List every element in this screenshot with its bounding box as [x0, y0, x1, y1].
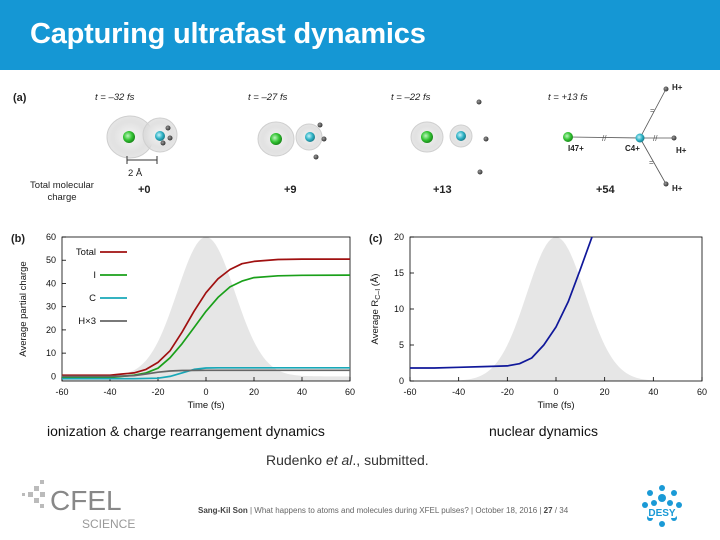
- footer-page: 27: [543, 506, 553, 515]
- x-tick-label: 40: [648, 387, 658, 397]
- x-tick-label: -20: [151, 387, 164, 397]
- hydrogen-ion-label-mid: H+: [676, 146, 687, 155]
- x-tick-label: 0: [203, 387, 208, 397]
- scale-bar-label: 2 Å: [128, 168, 143, 179]
- y-tick-label: 0: [399, 376, 404, 386]
- y-tick-label: 60: [46, 232, 56, 242]
- x-tick-label: 60: [697, 387, 707, 397]
- y-tick-label: 5: [399, 340, 404, 350]
- x-tick-label: 0: [553, 387, 558, 397]
- desy-logo: DESY: [642, 485, 682, 527]
- y-axis-label: Average RC–I (Å): [370, 274, 382, 345]
- frame-charge-2: +9: [284, 184, 297, 196]
- svg-text:=: =: [650, 106, 655, 115]
- x-tick-label: 60: [345, 387, 355, 397]
- molecule-snapshots: // // = =: [106, 86, 677, 187]
- x-axis-label: Time (fs): [537, 400, 574, 411]
- panel-b-caption: ionization & charge rearrangement dynami…: [47, 423, 325, 439]
- molecule-frame-4: // // = =: [563, 86, 677, 187]
- frame-time-4: t = +13 fs: [548, 92, 588, 103]
- svg-text://: //: [653, 134, 658, 143]
- series-line-h-3: [62, 369, 350, 378]
- total-charge-label: Total molecular charge: [24, 180, 100, 204]
- y-tick-label: 15: [394, 268, 404, 278]
- x-tick-label: 20: [249, 387, 259, 397]
- y-tick-label: 20: [46, 325, 56, 335]
- frame-time-2: t = –27 fs: [248, 92, 288, 103]
- x-tick-label: -60: [55, 387, 68, 397]
- frame-time-1: t = –32 fs: [95, 92, 135, 103]
- footer-total: / 34: [552, 506, 569, 515]
- citation: Rudenko et al., submitted.: [266, 452, 429, 468]
- y-tick-label: 10: [46, 348, 56, 358]
- footer: Sang-Kil Son | What happens to atoms and…: [198, 506, 568, 515]
- x-tick-label: -60: [403, 387, 416, 397]
- series-line-distance: [410, 237, 593, 369]
- y-tick-label: 40: [46, 278, 56, 288]
- legend-label: I: [93, 270, 96, 281]
- x-tick-label: -20: [501, 387, 514, 397]
- frame-charge-1: +0: [138, 184, 151, 196]
- series-line-total: [62, 258, 350, 377]
- molecule-frame-2: [257, 121, 327, 160]
- series-line-c: [62, 366, 350, 380]
- distance-chart: -60 -40 -20 0 20 40 60 0 5 10 15 20 Time (fs) Average…: [370, 232, 707, 411]
- x-axis-label: Time (fs): [187, 400, 224, 411]
- y-tick-label: 0: [51, 371, 56, 381]
- hydrogen-ion-label-top: H+: [672, 83, 683, 92]
- svg-text://: //: [602, 134, 607, 143]
- x-tick-label: -40: [103, 387, 116, 397]
- y-tick-label: 20: [394, 232, 404, 242]
- frame-time-3: t = –22 fs: [391, 92, 431, 103]
- desy-logo-text: DESY: [648, 508, 676, 519]
- y-tick-label: 30: [46, 302, 56, 312]
- citation-rest: ., submitted.: [352, 452, 429, 468]
- footer-talk: | What happens to atoms and molecules du…: [247, 506, 544, 515]
- pulse-profile: [62, 237, 350, 381]
- y-tick-label: 50: [46, 255, 56, 265]
- title-bar: Capturing ultrafast dynamics: [0, 0, 720, 70]
- y-tick-label: 10: [394, 304, 404, 314]
- frame-charge-4: +54: [596, 184, 615, 196]
- slide-title: Capturing ultrafast dynamics: [30, 18, 426, 50]
- molecule-frame-3: [410, 99, 489, 175]
- charge-chart: -60 -40 -20 0 20 40 60 0 10 20 30 40 50 60 Time (fs) Av…: [18, 232, 355, 411]
- panel-b-label: (b): [11, 233, 26, 245]
- panel-c-label: (c): [369, 233, 383, 245]
- cfel-logo-sub: SCIENCE: [82, 517, 135, 531]
- y-axis-label: Average partial charge: [18, 261, 29, 356]
- panel-c-caption: nuclear dynamics: [489, 423, 598, 439]
- citation-etal: et al: [325, 452, 353, 468]
- molecule-frame-1: [106, 115, 178, 164]
- total-charge-label-line-2: charge: [47, 192, 77, 203]
- frame-charge-3: +13: [433, 184, 452, 196]
- pulse-profile: [410, 237, 702, 381]
- footer-speaker: Sang-Kil Son: [198, 506, 248, 515]
- x-tick-label: 40: [297, 387, 307, 397]
- legend-label: C: [89, 293, 96, 304]
- cfel-logo: CFEL SCIENCE: [22, 480, 135, 531]
- legend-label: H×3: [78, 316, 96, 327]
- iodine-ion-label: I47+: [568, 144, 584, 153]
- total-charge-label-line-1: Total molecular: [30, 180, 94, 191]
- x-tick-label: 20: [600, 387, 610, 397]
- citation-author: Rudenko: [266, 452, 326, 468]
- cfel-logo-text: CFEL: [50, 485, 122, 516]
- panel-a-label: (a): [13, 92, 27, 104]
- legend-label: Total: [76, 247, 96, 258]
- svg-text:=: =: [649, 158, 654, 167]
- x-tick-label: -40: [452, 387, 465, 397]
- carbon-ion-label: C4+: [625, 144, 640, 153]
- hydrogen-ion-label-bottom: H+: [672, 184, 683, 193]
